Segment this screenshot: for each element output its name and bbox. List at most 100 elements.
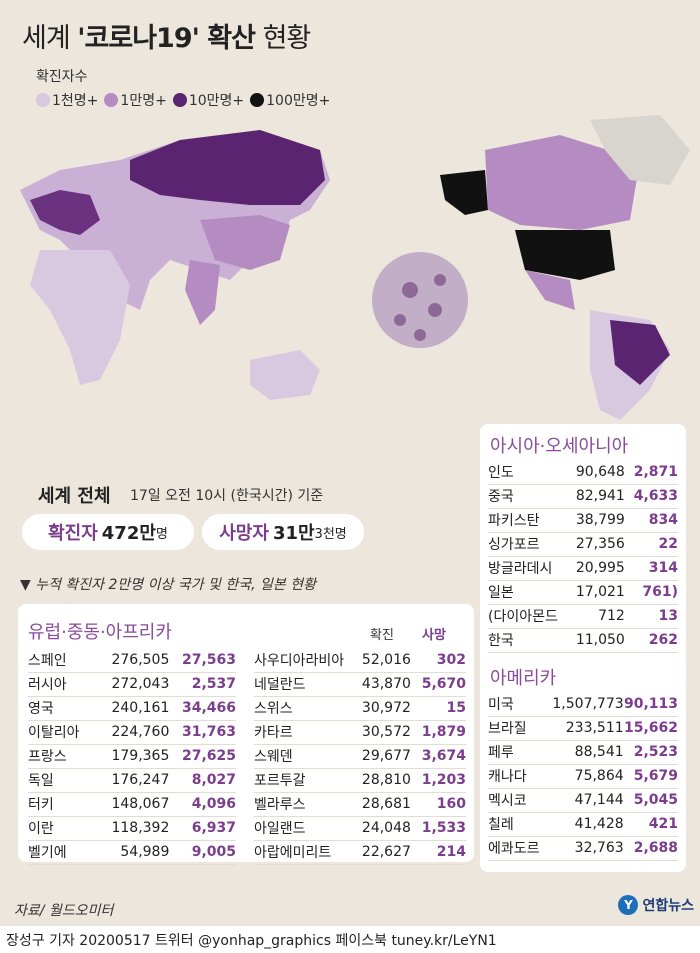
legend-item: 1천명+ [36,90,98,110]
confirmed-count: 11,050 [566,628,625,653]
confirmed-count: 148,067 [98,792,170,817]
confirmed-count: 29,677 [350,744,411,769]
map-russia-region [130,130,325,205]
map-canada-region [485,135,640,230]
deaths-value: 31만 [272,523,315,544]
table-row: 한국 11,050 262 [488,628,678,653]
death-count: 3,674 [410,744,466,769]
death-count: 27,625 [169,744,236,769]
table-row: 독일 176,247 8,027 [28,768,236,793]
europe-panel-title: 유럽·중동·아프리카 [28,622,172,643]
table-row: 스위스 30,972 15 [254,696,466,721]
table-row: 방글라데시 20,995 314 [488,556,678,581]
map-greenland-region [590,115,690,185]
legend-dot-icon [104,93,119,107]
confirmed-value: 472만 [101,523,156,544]
confirmed-count: 176,247 [98,768,170,793]
country-name: 카타르 [254,720,350,745]
death-count: 4,096 [169,792,236,817]
death-count: 1,879 [410,720,466,745]
yonhap-logo-icon: Y [618,895,639,915]
confirmed-count: 24,048 [350,816,411,841]
confirmed-count: 1,507,773 [552,692,624,717]
america-panel-title: 아메리카 [490,668,557,689]
table-row: 아랍에미리트 22,627 214 [254,840,466,865]
death-count: 15 [410,696,466,721]
europe-panel: 유럽·중동·아프리카 확진 사망 스페인 276,505 27,563 러시아 272,… [18,604,474,865]
country-name: 터키 [28,792,98,817]
deaths-label: 사망자 [219,523,269,544]
confirmed-count: 118,392 [98,816,170,841]
confirmed-count: 30,572 [350,720,411,745]
col-confirmed-header: 확진 [370,628,394,643]
table-row: 캐나다 75,864 5,679 [488,764,678,789]
country-name: 벨기에 [28,840,98,865]
legend-dot-icon [250,93,265,107]
map-brazil-region [610,320,670,385]
table-row: 네덜란드 43,870 5,670 [254,672,466,697]
country-name: 아일랜드 [254,816,350,841]
country-name: 중국 [488,484,566,509]
table-row: 스웨덴 29,677 3,674 [254,744,466,769]
confirmed-count: 43,870 [350,672,411,697]
death-count: 5,679 [623,764,678,789]
table-row: 사우디아라비아 52,016 302 [254,648,466,673]
america-table: 미국 1,507,773 90,113 브라질 233,511 15,662 페루 88,54… [488,692,678,861]
source-text: 자료/ 월드오미터 [14,903,114,919]
country-name: 이란 [28,816,98,841]
country-name: 스웨덴 [254,744,350,769]
table-row: (다이아몬드 712 13 [488,604,678,629]
table-row: 인도 90,648 2,871 [488,460,678,485]
map-india-region [185,260,220,325]
map-alaska-region [440,170,488,215]
death-count: 9,005 [169,840,236,865]
note-text: ▼ 누적 확진자 2만명 이상 국가 및 한국, 일본 현황 [20,577,317,593]
table-row: 스페인 276,505 27,563 [28,648,236,673]
confirmed-unit: 명 [155,526,168,542]
confirmed-count: 240,161 [98,696,170,721]
legend-item: 1만명+ [104,90,167,110]
death-count: 90,113 [623,692,678,717]
table-row: 브라질 233,511 15,662 [488,716,678,741]
table-row: 포르투갈 28,810 1,203 [254,768,466,793]
confirmed-count: 28,681 [350,792,411,817]
death-count: 4,633 [624,484,678,509]
country-name: 인도 [488,460,566,485]
death-count: 27,563 [169,648,236,673]
country-name: 한국 [488,628,566,653]
asia-panel-title: 아시아·오세아니아 [490,436,629,457]
table-row: 영국 240,161 34,466 [28,696,236,721]
virus-illustration [372,252,468,348]
country-name: 독일 [28,768,98,793]
confirmed-label: 확진자 [48,523,98,544]
asia-america-panel: 아시아·오세아니아 인도 90,648 2,871 중국 82,941 4,633 파키스탄… [480,424,686,872]
legend-dot-icon [36,93,50,107]
country-name: 브라질 [488,716,552,741]
europe-table-right: 사우디아라비아 52,016 302 네덜란드 43,870 5,670 스위스 30,972… [254,648,466,865]
death-count: 262 [624,628,678,653]
confirmed-count: 82,941 [566,484,625,509]
death-count: 34,466 [169,696,236,721]
country-name: 멕시코 [488,788,552,813]
country-name: (다이아몬드 [488,604,566,629]
death-count: 8,027 [169,768,236,793]
death-count: 2,688 [623,836,678,861]
table-row: 프랑스 179,365 27,625 [28,744,236,769]
map-australia-region [250,350,320,400]
death-count: 761) [624,580,678,605]
table-row: 카타르 30,572 1,879 [254,720,466,745]
confirmed-count: 90,648 [566,460,625,485]
country-name: 에콰도르 [488,836,552,861]
death-count: 6,937 [169,816,236,841]
legend: 1천명+ 1만명+ 10만명+ 100만명+ [36,90,330,110]
country-name: 방글라데시 [488,556,566,581]
confirmed-count: 30,972 [350,696,411,721]
confirmed-count: 38,799 [566,508,625,533]
country-name: 벨라루스 [254,792,350,817]
table-row: 벨기에 54,989 9,005 [28,840,236,865]
country-name: 사우디아라비아 [254,648,350,673]
death-count: 214 [410,840,466,865]
table-row: 칠레 41,428 421 [488,812,678,837]
legend-dot-icon [172,93,187,107]
confirmed-count: 27,356 [566,532,625,557]
